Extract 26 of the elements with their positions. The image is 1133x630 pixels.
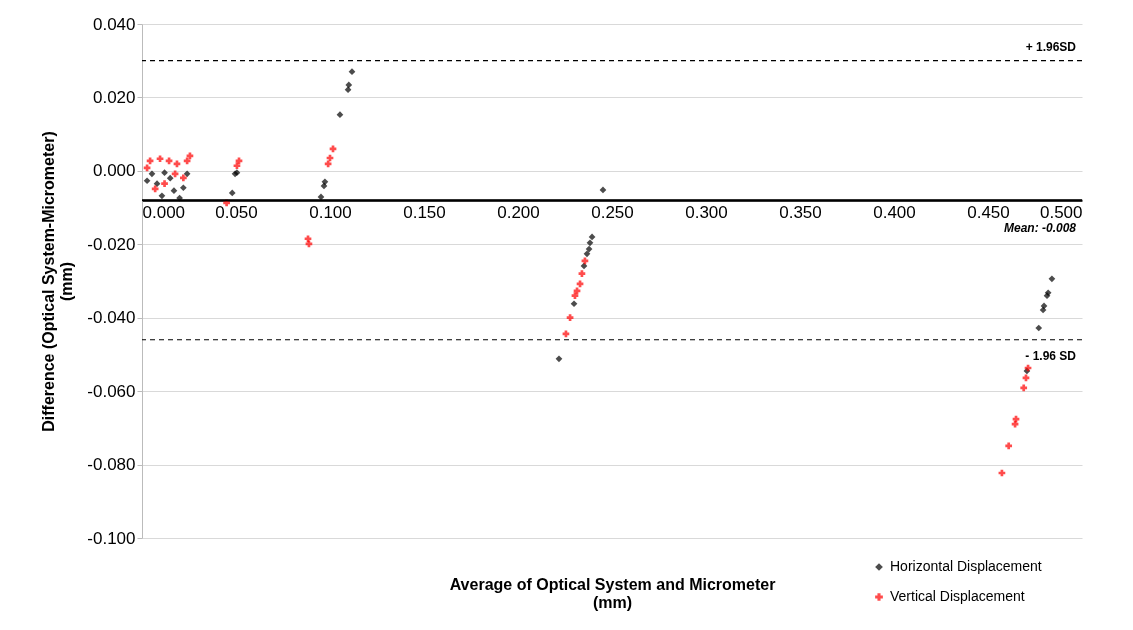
x-tick-label: 0.450 [967, 202, 1010, 222]
ref-line-label: + 1.96SD [1025, 39, 1077, 54]
y-tick-label: 0.040 [92, 14, 136, 34]
x-tick-label: 0.300 [685, 202, 728, 222]
y-tick-label: -0.100 [87, 528, 136, 548]
y-tick-label: -0.040 [87, 308, 136, 328]
x-tick-label: 0.350 [779, 202, 822, 222]
ref-line-label: Mean: -0.008 [1003, 221, 1077, 236]
x-tick-label: 0.000 [142, 202, 186, 222]
y-tick-label: 0.020 [92, 87, 136, 107]
x-tick-label: 0.250 [591, 202, 634, 222]
x-tick-label: 0.150 [403, 202, 446, 222]
legend-label: Horizontal Displacement [890, 558, 1042, 574]
x-tick-label: 0.200 [497, 202, 540, 222]
legend-label: Vertical Displacement [890, 588, 1025, 604]
y-tick-label: -0.080 [87, 455, 136, 475]
x-axis-title: Average of Optical System and Micrometer (mm) [449, 575, 776, 611]
x-tick-label: 0.500 [1039, 202, 1083, 222]
y-tick-label: -0.060 [87, 381, 136, 401]
x-tick-label: 0.400 [873, 202, 916, 222]
y-tick-label: -0.020 [87, 234, 136, 254]
x-tick-label: 0.050 [215, 202, 258, 222]
ref-line-label: - 1.96 SD [1025, 348, 1077, 363]
y-axis-title: Difference (Optical System-Micrometer) (mm) [40, 131, 76, 432]
y-tick-label: 0.000 [92, 161, 136, 181]
x-tick-label: 0.100 [309, 202, 352, 222]
